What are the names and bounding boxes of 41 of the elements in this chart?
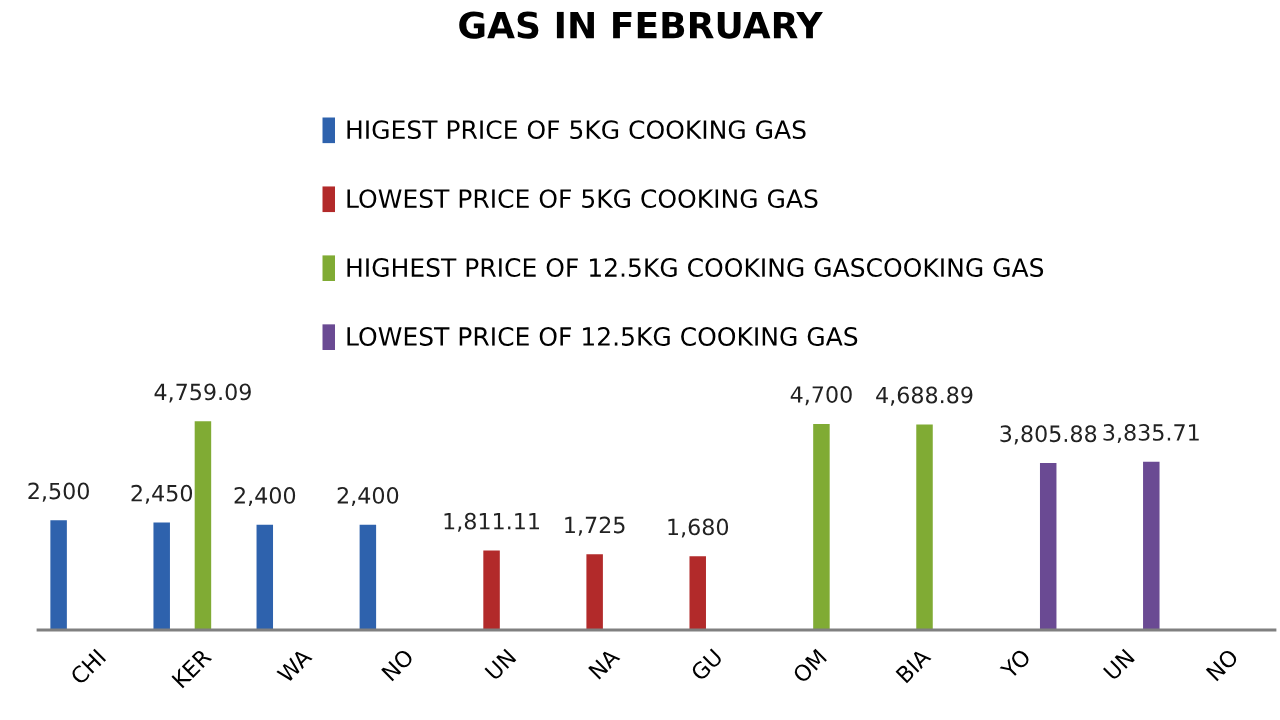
legend-label: LOWEST PRICE OF 12.5KG COOKING GAS: [347, 327, 858, 346]
x-tick-label: CHI: [69, 648, 107, 686]
bar: [50, 520, 67, 630]
bar: [359, 524, 377, 630]
data-label: 4,700: [790, 386, 852, 406]
x-tick-label: WA: [276, 647, 313, 684]
bar: [586, 554, 603, 630]
legend-label: LOWEST PRICE OF 5KG COOKING GAS: [347, 189, 818, 209]
x-tick-label: YO: [999, 647, 1032, 680]
x-tick-label: BIA: [895, 647, 932, 684]
data-label: 2,400: [234, 486, 296, 507]
data-label: 3,805.88: [1000, 425, 1097, 445]
data-label: 2,500: [28, 482, 89, 502]
legend-label: HIGEST PRICE OF 5KG COOKING GAS: [347, 120, 806, 140]
data-label: 1,725: [565, 516, 625, 536]
bar: [256, 524, 274, 630]
x-tick-label: NO: [1205, 647, 1240, 682]
x-tick-label: GU: [689, 648, 724, 682]
bar: [916, 424, 933, 630]
data-label: 4,688.89: [876, 386, 973, 406]
bar: [483, 550, 500, 630]
data-label: 1,680: [668, 518, 729, 538]
bar: [1039, 463, 1057, 630]
x-tick-label: OM: [791, 648, 828, 684]
chart-title: GAS IN FEBRUARY: [459, 11, 823, 39]
data-label: 4,759.09: [154, 383, 251, 403]
bar: [1143, 461, 1160, 630]
data-label: 1,811.11: [444, 512, 539, 532]
x-tick-label: UN: [484, 648, 517, 681]
data-label: 2,400: [337, 486, 399, 507]
x-tick-label: KER: [171, 647, 213, 689]
bar: [194, 421, 212, 630]
x-tick-label: NA: [588, 647, 621, 680]
x-tick-label: NO: [380, 647, 415, 682]
bar: [689, 556, 706, 630]
data-label: 2,450: [131, 484, 193, 504]
bar: [153, 522, 170, 630]
legend-label: HIGHEST PRICE OF 12.5KG COOKING GASCOOKING GAS: [347, 258, 1044, 277]
x-tick-label: UN: [1102, 648, 1136, 681]
bar: [813, 423, 830, 630]
data-label: 3,835.71: [1103, 424, 1199, 444]
